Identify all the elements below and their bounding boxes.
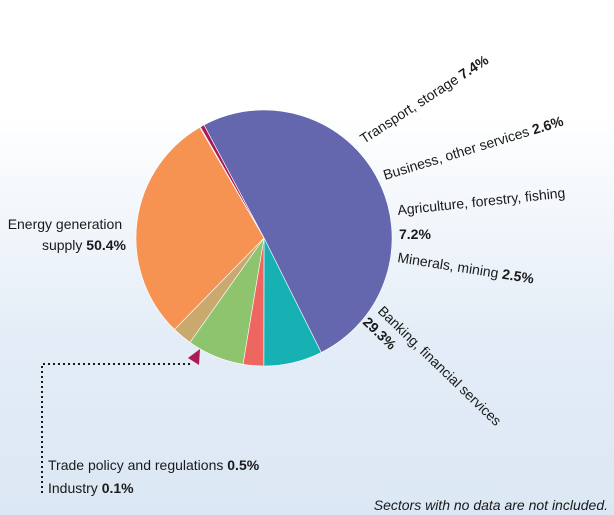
slice-label-agriculture: Agriculture, forestry, fishing (397, 184, 566, 218)
slice-label-energy: Energy generation supply 50.4% (8, 216, 127, 253)
chart-footnote: Sectors with no data are not included. (373, 497, 608, 513)
small-slices-connector (41, 349, 200, 496)
slice-label-transport: Transport, storage 7.4% (357, 51, 492, 146)
pie-slices (135, 109, 393, 367)
slice-label-industry: Industry 0.1% (48, 480, 134, 496)
pie-slice-trade-policy-and-regulations (199, 124, 265, 239)
slice-label-banking: Banking, financial services (375, 303, 505, 429)
connector-arrowhead (188, 349, 200, 365)
pie-slice-banking-financial-services (135, 126, 265, 330)
slice-label-trade-policy: Trade policy and regulations 0.5% (48, 457, 260, 473)
slice-label-business: Business, other services 2.6% (381, 113, 566, 183)
pie-slice-energy-generation-supply (203, 109, 393, 353)
connector-line (41, 363, 190, 496)
slice-value-agriculture: 7.2% (399, 226, 431, 242)
slice-label-minerals: Minerals, mining 2.5% (397, 249, 536, 286)
